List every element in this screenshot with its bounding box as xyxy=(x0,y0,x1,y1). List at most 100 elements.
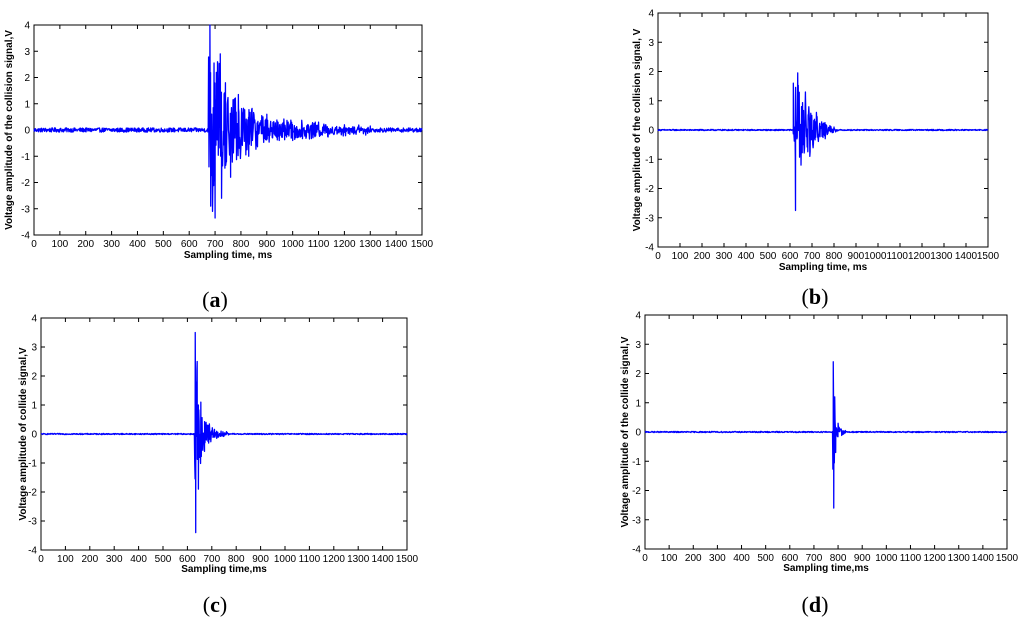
x-tick-label: 1300 xyxy=(948,553,971,564)
x-tick-label: 1500 xyxy=(396,554,419,565)
x-tick-label: 800 xyxy=(233,239,250,250)
x-tick-label: 600 xyxy=(782,251,799,262)
y-axis-label: Voltage amplitude of the collision signa… xyxy=(4,30,15,230)
x-tick-label: 800 xyxy=(826,251,843,262)
x-tick-label: 300 xyxy=(709,553,726,564)
panel-label: (a) xyxy=(202,287,228,312)
x-tick-label: 1200 xyxy=(923,553,946,564)
x-tick-label: 400 xyxy=(130,554,147,565)
x-tick-label: 0 xyxy=(38,554,44,565)
x-tick-label: 600 xyxy=(179,554,196,565)
x-tick-label: 0 xyxy=(642,553,648,564)
y-tick-label: 4 xyxy=(24,21,30,32)
x-tick-label: 100 xyxy=(672,251,689,262)
y-tick-label: -4 xyxy=(21,231,30,242)
chart-panel-b: 0 100 200 300 400 500 600 700 800 900100011001200… xyxy=(632,9,1000,310)
x-tick-label: 1400 xyxy=(371,554,394,565)
y-tick-label: 4 xyxy=(648,9,654,20)
y-tick-label: 2 xyxy=(648,67,654,78)
x-tick-label: 600 xyxy=(781,553,798,564)
x-tick-label: 500 xyxy=(757,553,774,564)
x-tick-label: 1500 xyxy=(996,553,1019,564)
x-tick-label: 100 xyxy=(52,239,69,250)
x-tick-label: 600 xyxy=(181,239,198,250)
y-tick-label: -4 xyxy=(645,243,654,254)
x-tick-label: 200 xyxy=(685,553,702,564)
y-tick-label: -2 xyxy=(632,486,641,497)
x-tick-label: 1300 xyxy=(347,554,370,565)
y-tick-label: 0 xyxy=(648,126,654,137)
y-tick-label: 0 xyxy=(31,430,37,441)
x-tick-label: 400 xyxy=(129,239,146,250)
x-tick-label: 500 xyxy=(155,239,172,250)
x-tick-label: 1100 xyxy=(900,553,922,564)
x-tick-label: 500 xyxy=(760,251,777,262)
signal-trace xyxy=(33,24,423,219)
y-tick-label: 3 xyxy=(648,38,654,49)
y-tick-label: 2 xyxy=(635,369,641,380)
chart-panel-d: 0 100 200 300 400 500 600 700 800 900 1000 1100 1200… xyxy=(620,311,1019,618)
panel-label: (c) xyxy=(203,592,227,617)
x-tick-label: 9001000110012001300 xyxy=(848,251,953,262)
x-tick-label: 100 xyxy=(661,553,678,564)
x-tick-label: 1200 xyxy=(323,554,346,565)
y-tick-label: 0 xyxy=(24,126,30,137)
x-tick-label: 300 xyxy=(103,239,120,250)
chart-panel-c: 0 100 200 300 400 500 600 700 800 900 1000 1100 1200… xyxy=(18,314,419,618)
y-tick-label: -1 xyxy=(645,155,654,166)
y-tick-label: -4 xyxy=(28,546,37,557)
x-tick-label: 1100 xyxy=(308,239,330,250)
signal-trace xyxy=(644,361,1008,509)
x-tick-label: 1000 xyxy=(875,553,898,564)
x-tick-label: 1100 xyxy=(299,554,321,565)
x-tick-label: 1000 xyxy=(274,554,297,565)
x-axis-label: Sampling time,ms xyxy=(783,563,869,574)
x-tick-label: 200 xyxy=(694,251,711,262)
y-tick-label: 1 xyxy=(31,401,37,412)
signal-trace xyxy=(657,72,989,212)
y-tick-label: -3 xyxy=(645,213,654,224)
y-tick-label: -2 xyxy=(21,178,30,189)
y-tick-label: 4 xyxy=(31,314,37,325)
x-axis-label: Sampling time, ms xyxy=(184,250,273,261)
x-tick-label: 100 xyxy=(57,554,74,565)
y-axis-label: Voltage amplitude of the collision signa… xyxy=(632,28,643,231)
y-axis-label: Voltage amplitude of the collide signal,… xyxy=(620,336,631,527)
chart-panel-a: 0 100 200 300 400 500 600 700 800 900 1000 1100 1200… xyxy=(4,21,434,313)
x-tick-label: 800 xyxy=(228,554,245,565)
y-tick-label: 0 xyxy=(635,428,641,439)
y-tick-label: -1 xyxy=(28,459,37,470)
x-tick-label: 500 xyxy=(155,554,172,565)
y-tick-label: 2 xyxy=(31,372,37,383)
panel-label: (d) xyxy=(802,592,829,617)
y-tick-label: 1 xyxy=(24,99,30,110)
y-tick-label: -1 xyxy=(632,457,641,468)
x-tick-label: 400 xyxy=(738,251,755,262)
x-tick-label: 700 xyxy=(207,239,224,250)
x-tick-label: 0 xyxy=(31,239,37,250)
y-tick-label: -1 xyxy=(21,152,30,163)
x-tick-label: 800 xyxy=(830,553,847,564)
y-axis-label: Voltage amplitude of collide signal,V xyxy=(18,347,29,521)
x-tick-label: 900 xyxy=(252,554,269,565)
x-axis-label: Sampling time,ms xyxy=(181,564,267,575)
x-tick-label: 0 xyxy=(655,251,661,262)
x-tick-label: 1500 xyxy=(977,251,1000,262)
x-tick-label: 1400 xyxy=(385,239,408,250)
x-axis-label: Sampling time, ms xyxy=(779,262,868,273)
x-tick-label: 300 xyxy=(106,554,123,565)
x-tick-label: 1400 xyxy=(972,553,995,564)
y-tick-label: 3 xyxy=(24,47,30,58)
signal-trace xyxy=(40,331,408,534)
x-tick-label: 1300 xyxy=(359,239,382,250)
y-tick-label: 1 xyxy=(635,398,641,409)
y-tick-label: -4 xyxy=(632,545,641,556)
x-tick-label: 300 xyxy=(716,251,733,262)
x-tick-label: 200 xyxy=(81,554,98,565)
x-tick-label: 900 xyxy=(854,553,871,564)
y-tick-label: 4 xyxy=(635,311,641,322)
y-tick-label: -3 xyxy=(632,515,641,526)
x-tick-label: 700 xyxy=(203,554,220,565)
y-tick-label: -2 xyxy=(28,488,37,499)
x-tick-label: 700 xyxy=(806,553,823,564)
